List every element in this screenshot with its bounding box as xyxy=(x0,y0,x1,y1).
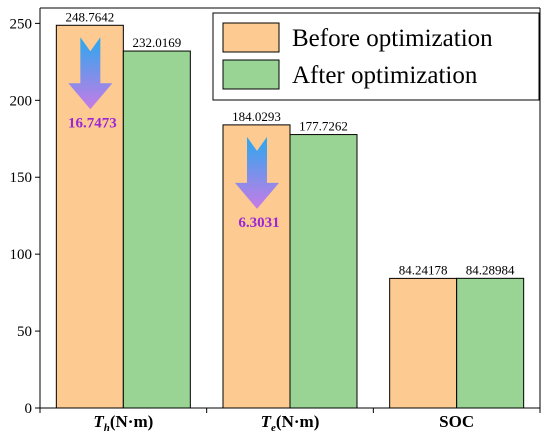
y-tick-label: 150 xyxy=(10,170,33,186)
reduction-arrow-icon xyxy=(235,136,279,209)
y-tick-label: 0 xyxy=(25,401,33,417)
category-label-0: Th(N·m) xyxy=(93,412,153,433)
value-label: 248.7642 xyxy=(65,9,114,24)
axes: 0 50 100 150 200 250 xyxy=(10,7,541,417)
y-tick-label: 50 xyxy=(17,324,32,340)
bar-after-1 xyxy=(289,134,358,409)
reduction-arrow-icon xyxy=(68,37,113,110)
bar-after-0 xyxy=(122,50,191,409)
value-label: 232.0169 xyxy=(132,35,181,50)
value-label: 84.24178 xyxy=(399,262,448,277)
category-label-2: SOC xyxy=(439,412,474,431)
bar-before-2 xyxy=(389,277,458,409)
value-label: 84.28984 xyxy=(466,262,515,277)
legend-label: Before optimization xyxy=(292,25,493,52)
value-label: 177.7262 xyxy=(299,119,348,134)
value-label: 184.0293 xyxy=(232,109,281,124)
category-label-1: Te(N·m) xyxy=(261,412,320,433)
labels: 248.7642 232.0169 Th(N·m) 184.0293 177.7262 T… xyxy=(65,9,515,433)
legend-label: After optimization xyxy=(292,62,478,89)
legend-swatch xyxy=(222,22,280,53)
legend: Before optimization After optimization xyxy=(212,12,540,101)
y-tick-label: 250 xyxy=(10,16,33,32)
y-tick-label: 200 xyxy=(10,93,33,109)
y-tick-label: 100 xyxy=(10,247,33,263)
reduction-label: 6.3031 xyxy=(238,215,279,231)
bars-layer xyxy=(55,24,525,409)
reduction-label: 16.7473 xyxy=(68,115,117,131)
legend-swatch xyxy=(222,59,280,90)
bar-after-2 xyxy=(456,277,525,409)
